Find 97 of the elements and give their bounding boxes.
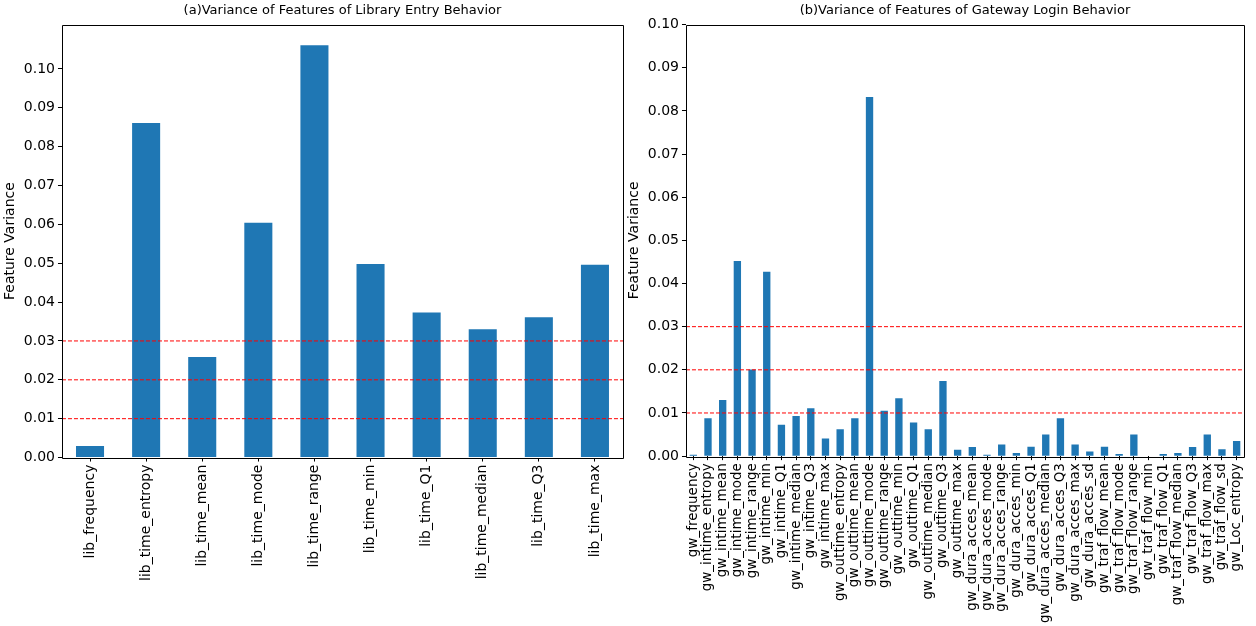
bar	[1012, 453, 1021, 456]
bar	[1056, 418, 1065, 456]
bar	[524, 317, 553, 458]
x-tick-label: gw_frequency	[683, 463, 700, 558]
x-tick-label: lib_time_max	[585, 464, 602, 558]
bar	[998, 444, 1006, 456]
chart-title: (b)Variance of Features of Gateway Login Behavior	[799, 2, 1131, 18]
bar	[851, 418, 859, 456]
y-tick-label: 0.02	[647, 360, 679, 377]
x-tick-label: gw_outtime_Q3	[933, 463, 950, 569]
y-tick-label: 0.07	[23, 176, 55, 193]
bar	[895, 398, 903, 456]
bar	[733, 261, 742, 456]
y-tick-label: 0.08	[23, 137, 55, 154]
x-tick-label: gw_traf_flow_Q3	[1183, 463, 1200, 574]
x-tick-label: gw_traf_flow_range	[1124, 463, 1141, 594]
x-tick-label: lib_time_range	[305, 464, 322, 568]
bar	[748, 369, 756, 456]
bar	[76, 445, 105, 458]
bar	[1203, 434, 1211, 456]
bar	[821, 438, 830, 456]
y-axis-title: Feature Variance	[1, 182, 18, 300]
bar	[777, 424, 786, 456]
bar	[719, 400, 727, 456]
x-tick-label: gw_traf_flow_min	[1139, 463, 1156, 581]
x-tick-label: gw_dura_acces_range	[992, 463, 1009, 612]
bar	[792, 416, 800, 456]
x-tick-label: gw_intime_mean	[713, 463, 730, 578]
x-tick-label: gw_Loc_entropy	[1227, 463, 1244, 572]
x-tick-label: gw_outtime_Q1	[904, 463, 921, 569]
x-tick-label: gw_dura_acces_Q3	[1050, 463, 1067, 592]
bar	[865, 97, 874, 456]
bar	[807, 408, 815, 456]
y-tick-label: 0.04	[23, 292, 56, 309]
x-tick-label: lib_time_mode	[248, 464, 265, 567]
x-tick-label: gw_outtime_max	[948, 463, 965, 579]
bar	[968, 447, 976, 456]
bar	[763, 271, 771, 456]
y-tick-label: 0.06	[23, 215, 56, 231]
y-tick-label: 0.00	[647, 446, 679, 463]
y-tick-label: 0.09	[647, 58, 679, 75]
x-tick-label: lib_time_entropy	[136, 464, 153, 582]
bar	[939, 381, 947, 456]
y-tick-label: 0.01	[647, 403, 679, 420]
y-tick-label: 0.09	[23, 98, 55, 115]
x-tick-label: gw_outtime_mode	[860, 463, 877, 588]
x-tick-label: gw_intime_min	[757, 463, 774, 565]
bar	[704, 418, 712, 456]
bar	[1188, 447, 1197, 456]
x-tick-label: lib_time_Q3	[529, 464, 546, 547]
bar	[1218, 449, 1226, 456]
y-axis-title: Feature Variance	[625, 181, 642, 300]
y-tick-label: 0.10	[23, 59, 55, 76]
x-tick-label: lib_frequency	[80, 464, 97, 559]
bar	[953, 449, 962, 456]
bar	[880, 410, 888, 456]
bar	[244, 222, 273, 458]
y-tick-label: 0.03	[647, 317, 679, 334]
bar	[909, 422, 918, 456]
y-tick-label: 0.06	[647, 187, 680, 204]
bar	[1027, 446, 1035, 456]
bar	[1042, 434, 1050, 456]
x-tick-label: lib_time_min	[361, 464, 378, 554]
y-tick-label: 0.07	[647, 144, 679, 161]
bar	[1232, 441, 1241, 456]
bar	[356, 264, 385, 458]
x-tick-label: gw_dura_acces_median	[1036, 463, 1053, 623]
y-tick-label: 0.08	[647, 101, 679, 118]
x-tick-label: lib_time_Q1	[417, 464, 434, 547]
bar	[412, 312, 441, 458]
x-tick-label: gw_dura_acces_sd	[1080, 463, 1097, 588]
bar	[1130, 434, 1138, 456]
y-tick-label: 0.01	[23, 409, 55, 426]
x-tick-label: lib_time_mean	[192, 464, 209, 567]
bar	[132, 122, 161, 458]
y-tick-label: 0.03	[23, 331, 55, 348]
bar	[1086, 451, 1094, 456]
bar	[924, 429, 932, 456]
bar	[580, 264, 609, 458]
bar	[1100, 446, 1109, 456]
y-tick-label: 0.05	[647, 231, 679, 248]
y-tick-label: 0.10	[647, 15, 679, 32]
x-tick-label: gw_intime_Q3	[801, 463, 818, 559]
x-tick-label: gw_outtime_mean	[845, 463, 862, 588]
x-tick-label: lib_time_median	[473, 464, 490, 580]
y-tick-label: 0.00	[23, 448, 55, 465]
bar	[468, 329, 497, 458]
chart-title: (a)Variance of Features of Library Entry Behavior	[183, 2, 503, 18]
bar	[836, 429, 844, 456]
y-tick-label: 0.02	[23, 370, 55, 387]
bar	[188, 356, 217, 458]
bar	[300, 45, 329, 458]
x-tick-label: gw_traf_flow_sd	[1212, 463, 1229, 571]
y-tick-label: 0.05	[23, 253, 55, 270]
bar	[1071, 444, 1079, 456]
bar	[1174, 453, 1182, 456]
y-tick-label: 0.04	[647, 274, 680, 291]
